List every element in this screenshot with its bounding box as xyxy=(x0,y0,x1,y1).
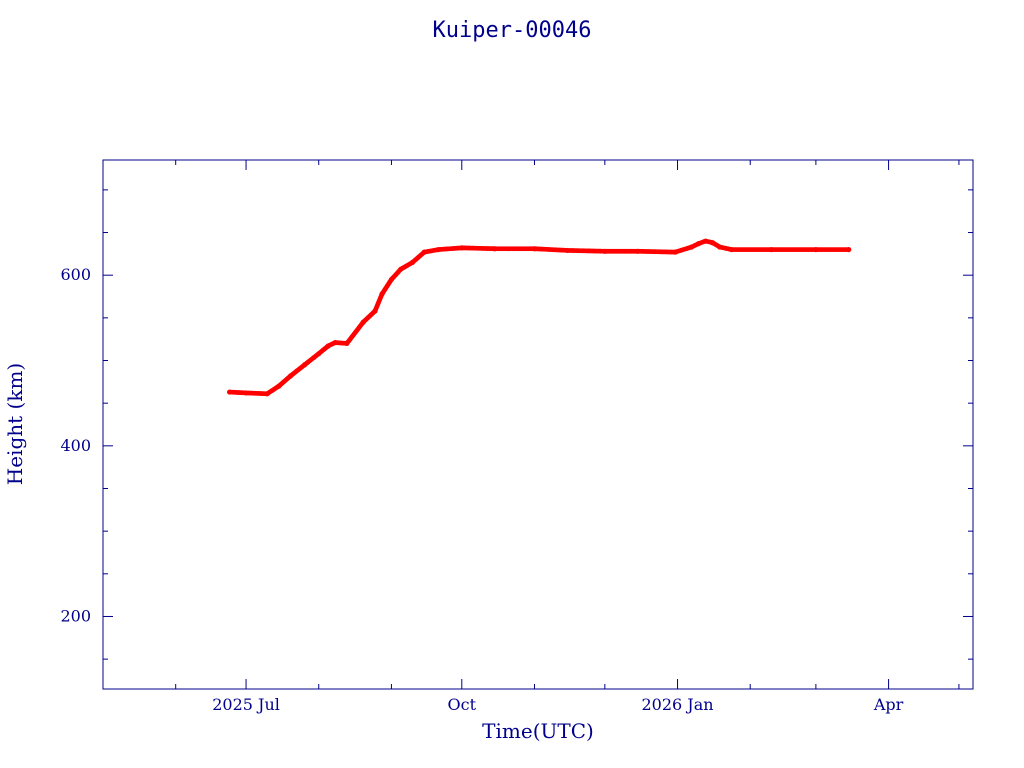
x-axis-label: Time(UTC) xyxy=(482,719,594,743)
tick-marks xyxy=(102,160,973,689)
data-points xyxy=(227,238,852,397)
tick-labels: 200 400 600 2025 Jul Oct 2026 Jan Apr xyxy=(60,265,903,714)
x-tick-label: 2025 Jul xyxy=(212,695,280,714)
plot-frame xyxy=(102,159,974,690)
y-axis-label: Height (km) xyxy=(3,363,27,485)
chart-title: Kuiper-00046 xyxy=(433,18,592,43)
x-tick-label: Apr xyxy=(873,695,904,714)
x-tick-label: 2026 Jan xyxy=(641,695,713,714)
x-tick-label: Oct xyxy=(448,695,477,714)
y-tick-label: 400 xyxy=(60,436,91,455)
data-point xyxy=(846,246,852,253)
y-tick-label: 600 xyxy=(60,265,91,284)
y-tick-label: 200 xyxy=(60,606,91,625)
